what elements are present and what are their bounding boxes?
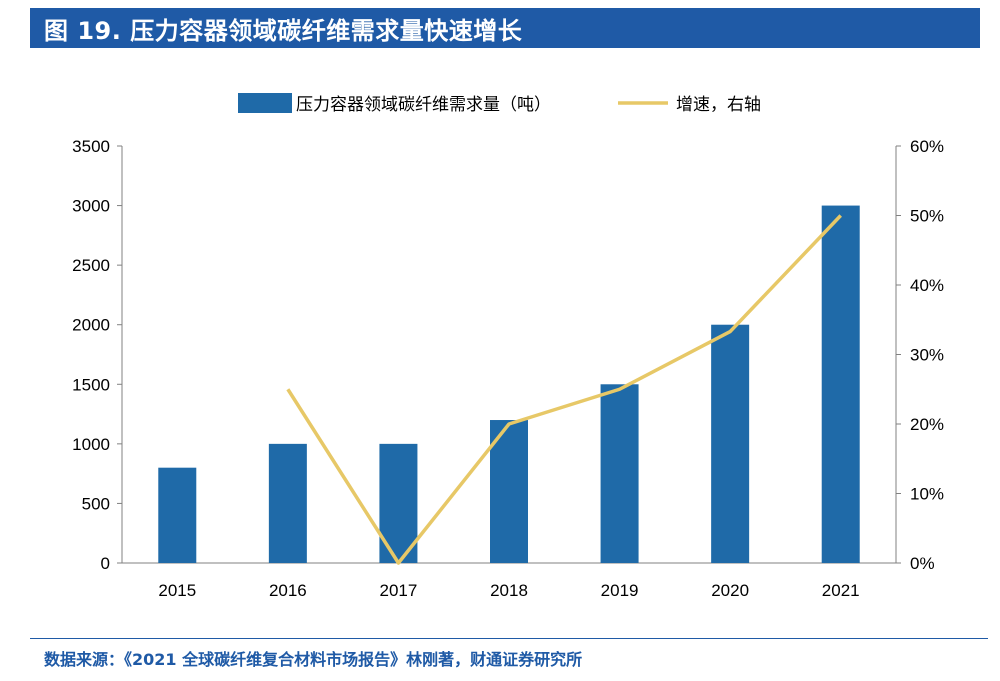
footer-divider <box>30 638 988 639</box>
right-tick-label: 50% <box>910 207 944 226</box>
legend-bar-swatch <box>238 93 292 113</box>
source-note: 数据来源：《2021 全球碳纤维复合材料市场报告》林刚著，财通证券研究所 <box>44 650 583 669</box>
left-tick-label: 2500 <box>72 256 110 275</box>
right-tick-label: 40% <box>910 276 944 295</box>
growth-line <box>286 214 842 565</box>
x-tick-label: 2020 <box>711 581 749 600</box>
right-tick-label: 30% <box>910 346 944 365</box>
line-series <box>286 214 842 565</box>
left-tick-label: 500 <box>82 494 110 513</box>
x-tick-label: 2019 <box>601 581 639 600</box>
bar <box>600 384 639 563</box>
legend-line-label: 增速，右轴 <box>676 95 761 115</box>
left-tick-label: 0 <box>101 554 110 573</box>
tick-labels: 0 500 1000 1500 2000 2500 3000 3500 0% 10% 20% 30% 4… <box>72 137 944 600</box>
left-tick-label: 2000 <box>72 316 110 335</box>
bar <box>821 205 860 564</box>
left-tick-label: 3500 <box>72 137 110 156</box>
bar-series <box>158 205 860 564</box>
bar <box>711 324 750 563</box>
bar <box>268 443 307 563</box>
left-tick-label: 3000 <box>72 197 110 216</box>
left-tick-label: 1500 <box>72 375 110 394</box>
right-tick-label: 10% <box>910 485 944 504</box>
figure-title: 图 19. 压力容器领域碳纤维需求量快速增长 <box>30 8 980 48</box>
x-tick-label: 2021 <box>822 581 860 600</box>
x-tick-label: 2015 <box>158 581 196 600</box>
x-tick-label: 2016 <box>269 581 307 600</box>
legend: 压力容器领域碳纤维需求量（吨） 增速，右轴 <box>238 93 761 115</box>
left-tick-label: 1000 <box>72 435 110 454</box>
combo-chart: 压力容器领域碳纤维需求量（吨） 增速，右轴 0 500 1000 1500 2000 250… <box>72 93 944 600</box>
bar <box>490 420 528 563</box>
bar <box>158 467 197 563</box>
right-tick-label: 0% <box>910 554 935 573</box>
right-tick-label: 60% <box>910 137 944 156</box>
x-tick-label: 2017 <box>380 581 418 600</box>
right-tick-label: 20% <box>910 415 944 434</box>
x-tick-label: 2018 <box>490 581 528 600</box>
legend-bar-label: 压力容器领域碳纤维需求量（吨） <box>296 95 551 115</box>
